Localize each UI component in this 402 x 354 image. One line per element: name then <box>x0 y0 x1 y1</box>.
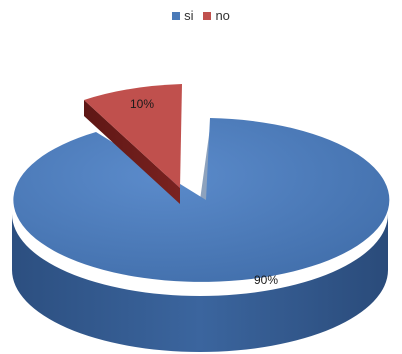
legend-swatch-si <box>172 11 181 20</box>
legend-item-si: si <box>172 8 193 23</box>
pie-slice-si-side <box>12 214 388 352</box>
legend-label-no: no <box>215 8 230 23</box>
legend-label-si: si <box>184 8 194 23</box>
pie-slice-no-side <box>84 100 180 204</box>
legend-swatch-no <box>203 11 212 20</box>
pie-slice-no-top <box>84 84 182 188</box>
chart-legend: si no <box>0 8 402 23</box>
data-label-no: 10% <box>130 97 154 111</box>
data-label-si: 90% <box>254 273 278 287</box>
pie-slice-no <box>84 84 182 204</box>
pie-slice-si <box>12 118 390 352</box>
pie-slice-si-top <box>13 118 390 282</box>
legend-item-no: no <box>203 8 230 23</box>
